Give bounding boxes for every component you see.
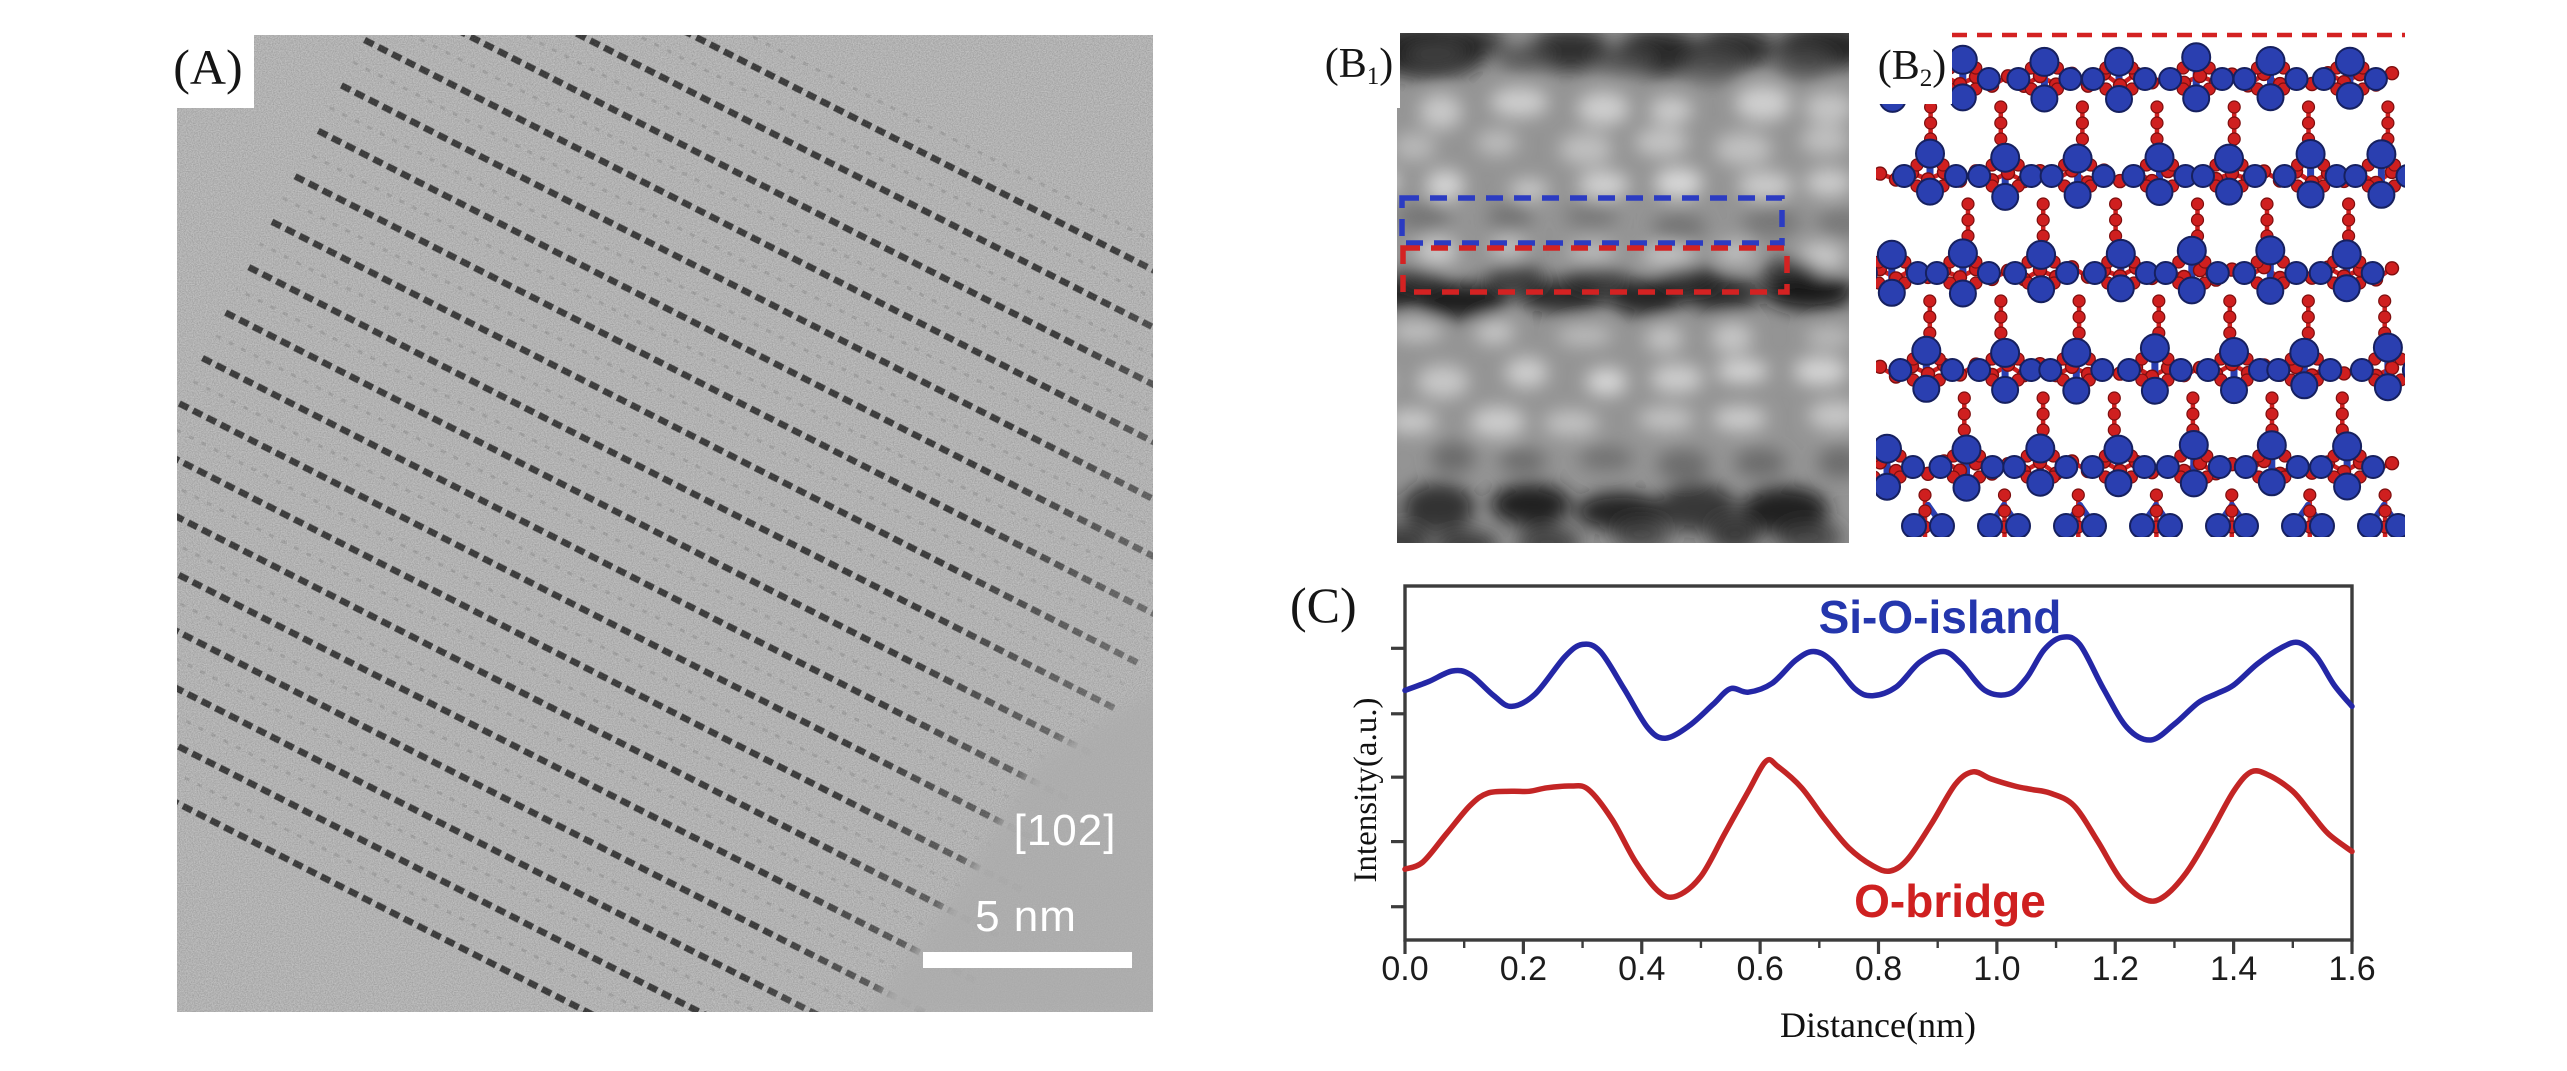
panel-a-scale-bar bbox=[923, 952, 1132, 968]
panel-c-chart: 0.0 0.2 0.4 0.6 0.8 1.0 1.2 1.4 1.6 Si-O-island O-… bbox=[1381, 584, 2376, 988]
x-tick-label: 0.6 bbox=[1736, 950, 1783, 988]
x-tick-label: 0.0 bbox=[1381, 950, 1428, 988]
panel-c-x-axis-label: Distance(nm) bbox=[1780, 1005, 1976, 1045]
panel-a-label-box: (A) bbox=[150, 0, 254, 108]
x-tick-label: 0.8 bbox=[1855, 950, 1902, 988]
panel-a-label: (A) bbox=[173, 39, 243, 95]
island-roi-box bbox=[1399, 195, 1785, 246]
panel-c-y-axis-label: Intensity(a.u.) bbox=[1348, 697, 1384, 883]
x-tick-label: 0.2 bbox=[1500, 950, 1547, 988]
panel-b2-label: (B2) bbox=[1877, 43, 1947, 93]
panel-b1-label-box: (B1) bbox=[1318, 12, 1400, 108]
panel-b1-label: (B1) bbox=[1324, 41, 1394, 91]
bridge-roi-box bbox=[1400, 245, 1790, 295]
x-tick-label: 0.4 bbox=[1618, 950, 1665, 988]
panel-b1-stem-image bbox=[1397, 33, 1849, 543]
curve-O-bridge bbox=[1402, 756, 2355, 904]
x-tick-label: 1.6 bbox=[2328, 950, 2375, 988]
panel-a-scale-bar-label: 5 nm bbox=[975, 892, 1077, 941]
x-tick-label: 1.2 bbox=[2092, 950, 2139, 988]
curve-Si-O-island bbox=[1402, 634, 2355, 743]
chart-frame bbox=[1403, 584, 2354, 942]
curve-label-Si-O-island: Si-O-island bbox=[1819, 591, 2062, 643]
x-tick-label: 1.0 bbox=[1973, 950, 2020, 988]
panel-c-label: (C) bbox=[1290, 577, 1357, 633]
panel-b2-atomic-model bbox=[1876, 15, 2405, 537]
curve-label-O-bridge: O-bridge bbox=[1854, 875, 2046, 927]
panel-b2-label-box: (B2) bbox=[1872, 24, 1952, 104]
x-tick-label: 1.4 bbox=[2210, 950, 2257, 988]
panel-a-zone-axis-label: [102] bbox=[1013, 806, 1117, 855]
panel-a-tem-image bbox=[177, 35, 1153, 1012]
